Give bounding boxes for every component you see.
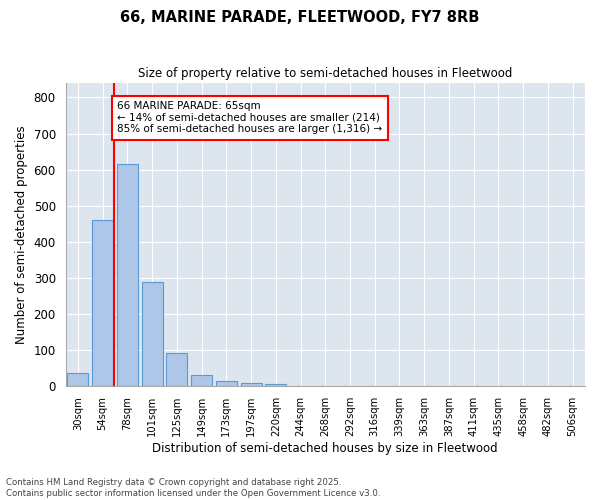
Text: Contains HM Land Registry data © Crown copyright and database right 2025.
Contai: Contains HM Land Registry data © Crown c…: [6, 478, 380, 498]
Text: 66, MARINE PARADE, FLEETWOOD, FY7 8RB: 66, MARINE PARADE, FLEETWOOD, FY7 8RB: [121, 10, 479, 25]
Title: Size of property relative to semi-detached houses in Fleetwood: Size of property relative to semi-detach…: [138, 68, 512, 80]
Bar: [216, 381, 237, 386]
Bar: [265, 384, 286, 386]
Bar: [117, 164, 138, 386]
Bar: [67, 372, 88, 386]
Text: 66 MARINE PARADE: 65sqm
← 14% of semi-detached houses are smaller (214)
85% of s: 66 MARINE PARADE: 65sqm ← 14% of semi-de…: [118, 101, 383, 134]
Y-axis label: Number of semi-detached properties: Number of semi-detached properties: [15, 126, 28, 344]
Bar: [92, 220, 113, 386]
Bar: [241, 382, 262, 386]
X-axis label: Distribution of semi-detached houses by size in Fleetwood: Distribution of semi-detached houses by …: [152, 442, 498, 455]
Bar: [142, 282, 163, 387]
Bar: [166, 353, 187, 386]
Bar: [191, 375, 212, 386]
